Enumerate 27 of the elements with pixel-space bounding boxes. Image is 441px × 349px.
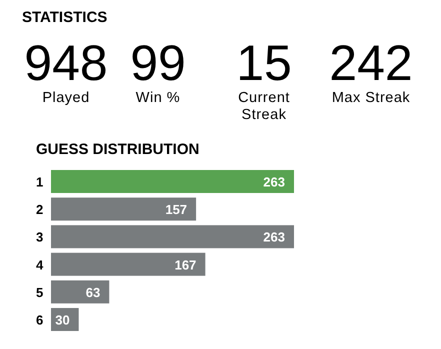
data-label: 99 <box>130 35 186 91</box>
y-tick-label: 5 <box>36 284 44 300</box>
bar <box>51 225 294 248</box>
data-label: 63 <box>86 284 100 300</box>
y-tick-label: 1 <box>36 174 44 190</box>
bar <box>51 252 206 276</box>
data-label: 30 <box>55 312 70 328</box>
y-tick-label: 2 <box>36 202 44 218</box>
y-tick-label: 4 <box>36 257 44 272</box>
data-label: 15 <box>236 35 292 91</box>
bar <box>51 170 294 193</box>
bar <box>51 280 110 304</box>
data-label: 263 <box>263 174 285 190</box>
data-label: 157 <box>165 202 188 218</box>
bar <box>51 198 196 221</box>
data-label: 263 <box>263 230 285 245</box>
data-label: 167 <box>174 257 196 272</box>
category-label: Win % <box>136 90 180 106</box>
y-tick-label: 6 <box>36 312 44 328</box>
category-label: Max Streak <box>332 90 410 106</box>
data-label: 948 <box>24 35 108 91</box>
chart-title: GUESS DISTRIBUTION <box>36 141 200 158</box>
category-label: Played <box>42 90 90 106</box>
text: STATISTICS <box>22 9 108 26</box>
y-tick-label: 3 <box>36 230 44 245</box>
category-label: Current Streak <box>238 90 290 123</box>
data-label: 242 <box>329 35 413 91</box>
